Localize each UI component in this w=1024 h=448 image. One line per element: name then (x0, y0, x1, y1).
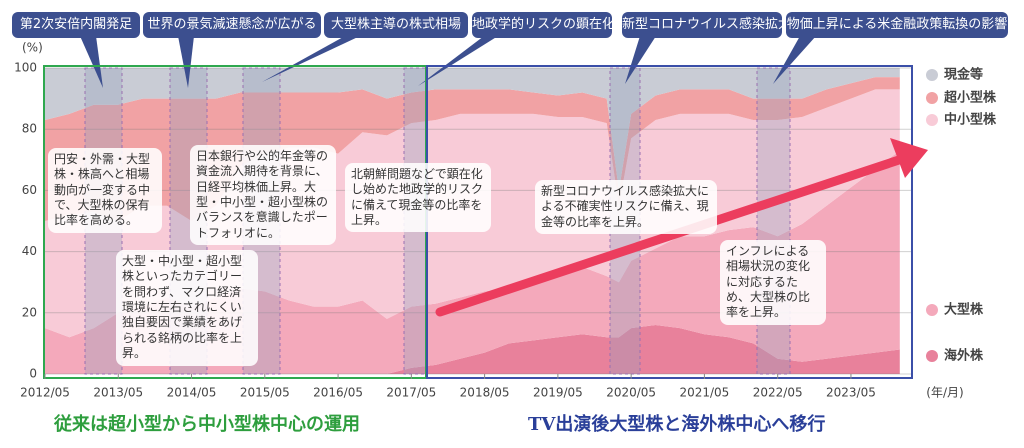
x-tick-label: 2021/05 (679, 386, 729, 400)
x-tick-label: 2020/05 (606, 386, 656, 400)
x-tick-label: 2017/05 (386, 386, 436, 400)
area (45, 150, 900, 374)
pointer (80, 36, 103, 88)
event-pointers (80, 36, 816, 88)
event-label: 地政学的リスクの顕在化 (472, 12, 615, 38)
pointer (262, 36, 360, 82)
legend: 海外株 大型株 中小型株 超小型株 現金等 (926, 67, 997, 364)
period-label: 従来は超小型から中小型株中心の運用 (54, 414, 360, 435)
y-tick-label: 20 (22, 305, 37, 319)
legend-label: 超小型株 (944, 90, 997, 106)
event-label: 新型コロナウイルス感染拡大 (622, 12, 791, 38)
legend-swatch (926, 350, 938, 362)
x-tick-label: 2018/05 (460, 386, 510, 400)
pointer (418, 36, 498, 86)
event-label: 大型株主導の株式相場 (324, 12, 468, 38)
x-tick-label: 2023/05 (826, 386, 876, 400)
x-tick-label: 2014/05 (167, 386, 217, 400)
arrow-head (890, 138, 928, 178)
note: 新型コロナウイルス感染拡大による不確実性リスクに備え、現金等の比率を上昇。 (535, 180, 717, 235)
note: インフレによる相場状況の変化に対応するため、大型株の比率を上昇。 (720, 240, 826, 325)
x-tick-label: 2019/05 (533, 386, 583, 400)
x-tick-label: 2022/05 (753, 386, 803, 400)
pointer (178, 36, 194, 88)
pointer (625, 36, 656, 84)
x-tick-label: 2012/05 (20, 386, 70, 400)
legend-label: 大型株 (944, 302, 984, 318)
x-tick-label: 2015/05 (240, 386, 290, 400)
pointer (773, 36, 816, 84)
y-unit: (%) (22, 41, 43, 55)
y-tick-label: 60 (22, 183, 37, 197)
note: 北朝鮮問題などで顕在化し始めた地政学的リスクに備えて現金等の比率を上昇。 (345, 163, 491, 233)
x-tick-label: 2016/05 (313, 386, 363, 400)
legend-label: 海外株 (944, 348, 984, 364)
event-label: 世界の景気減速懸念が広がる (143, 12, 321, 38)
y-tick-label: 100 (14, 61, 37, 75)
legend-swatch (926, 69, 938, 81)
period-label: TV出演後大型株と海外株中心へ移行 (528, 414, 826, 435)
area (45, 68, 900, 191)
x-tick-label: 2013/05 (93, 386, 143, 400)
area (45, 77, 900, 222)
area (45, 325, 900, 374)
y-tick-label: 80 (22, 122, 37, 136)
y-tick-label: 40 (22, 244, 37, 258)
event-band (756, 67, 791, 375)
legend-swatch (926, 114, 938, 126)
note: 円安・外需・大型株・株高へと相場動向が一変する中で、大型株の保有比率を高める。 (48, 148, 162, 233)
legend-swatch (926, 92, 938, 104)
note: 日本銀行や公的年金等の資金流入期待を背景に、日経平均株価上昇。大型・中小型・超小… (190, 145, 336, 246)
legend-label: 中小型株 (944, 112, 997, 128)
event-label: 物価上昇による米金融政策転換の影響 (786, 12, 1008, 38)
x-unit: (年/月) (926, 386, 963, 400)
note: 大型・中小型・超小型株といったカテゴリーを問わず、マクロ経済環境に左右されにくい… (116, 250, 258, 366)
trend-arrow (435, 153, 910, 317)
y-tick-label: 0 (29, 367, 37, 381)
legend-label: 現金等 (944, 67, 983, 83)
legend-swatch (926, 304, 938, 316)
event-label: 第2次安倍内閣発足 (12, 12, 140, 38)
